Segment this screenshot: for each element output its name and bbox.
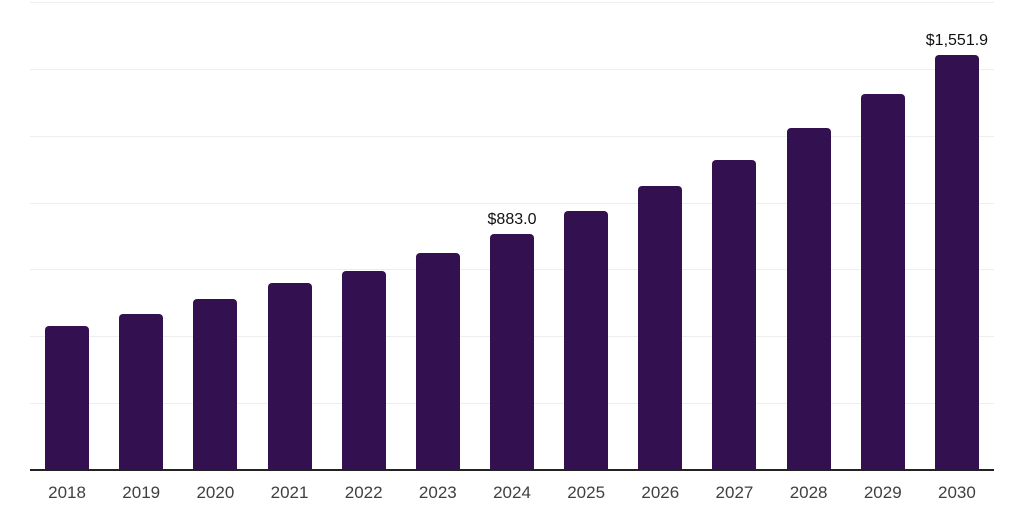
bar-2021 [267,282,312,470]
bar-2030 [934,54,979,470]
bar-2028 [786,127,831,470]
x-tick-label-2030: 2030 [938,483,976,502]
x-tick-label-2029: 2029 [863,483,902,502]
x-axis-line [30,469,994,471]
x-tick-label-2024: 2024 [493,483,531,502]
x-tick-label-2021: 2021 [270,483,309,502]
bar-2027 [712,159,757,470]
gridline [30,2,994,3]
x-tick-label-2020: 2020 [196,483,235,502]
gridline [30,135,994,137]
x-axis-labels: 2018 2019 2020 2021 2022 2023 2024 2025 2026 2027… [30,483,994,505]
bar-2020 [193,298,238,470]
x-tick-label-2022: 2022 [344,483,383,502]
x-tick-label-2023: 2023 [418,483,457,502]
data-label-2030: $1,551.9 [925,31,989,49]
x-tick-label-2027: 2027 [715,483,754,502]
bar-2022 [341,270,386,470]
bar-2024 [490,233,534,470]
x-tick-label-2026: 2026 [641,483,680,502]
data-label-2024: $883.0 [487,210,537,228]
bar-2019 [119,314,164,470]
x-tick-label-2019: 2019 [122,483,161,502]
x-tick-label-2028: 2028 [789,483,828,502]
bar-2018 [45,325,90,470]
plot-area: $883.0 $1,551.9 [30,2,994,471]
bar-2026 [638,185,683,470]
x-tick-label-2018: 2018 [48,483,86,502]
x-tick-label-2025: 2025 [567,483,606,502]
bar-2023 [415,252,460,470]
gridline [30,202,994,204]
bar-2029 [860,94,905,470]
bar-2025 [564,210,609,470]
gridline [30,68,994,70]
